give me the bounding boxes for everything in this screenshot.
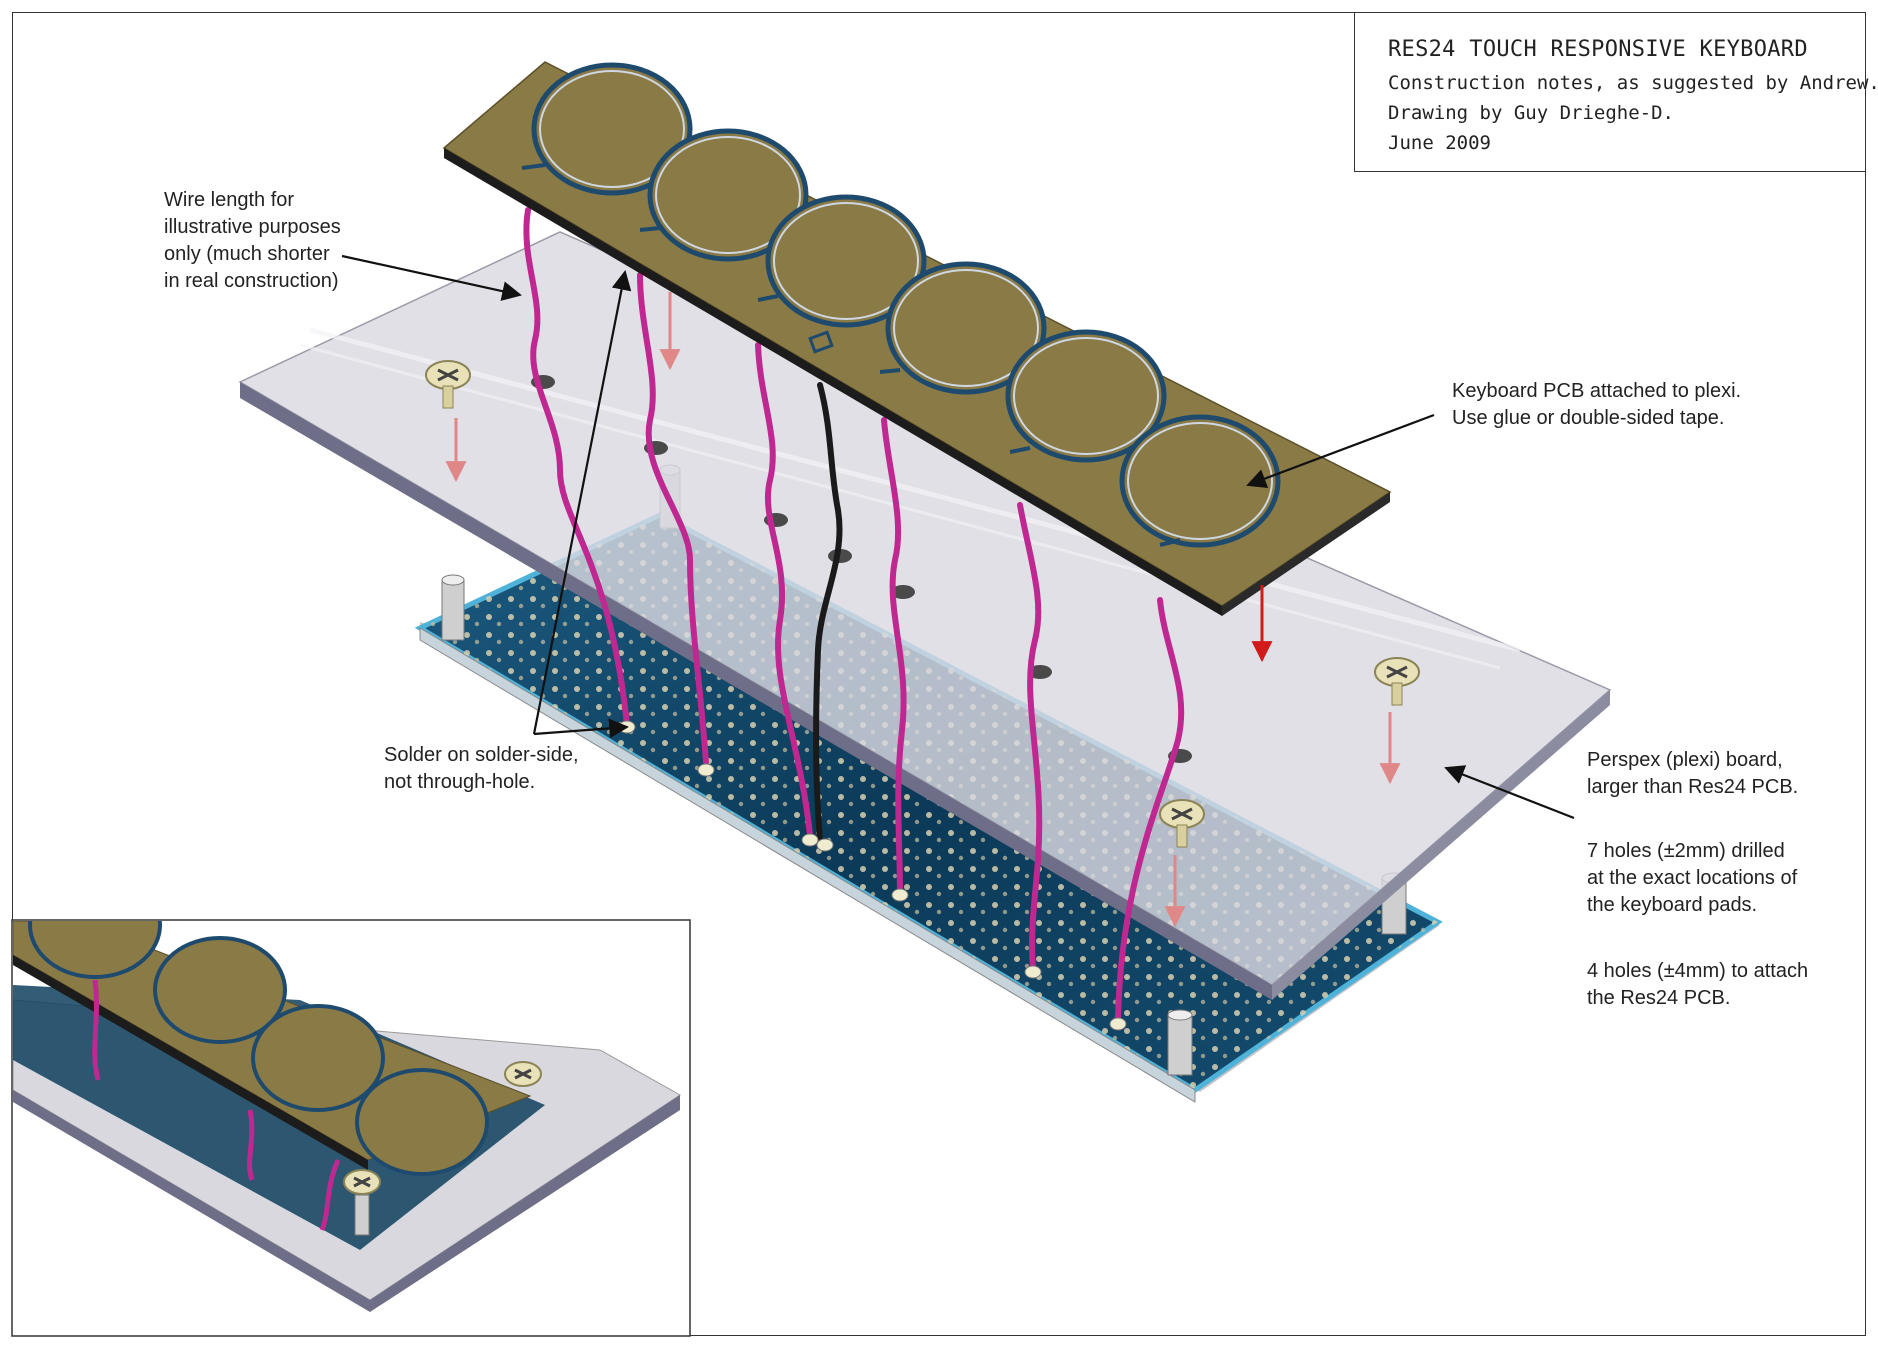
note-keyboard-pcb: Keyboard PCB attached to plexi. Use glue… <box>1452 380 1742 429</box>
drawing-title: RES24 TOUCH RESPONSIVE KEYBOARD <box>1388 37 1808 62</box>
assembly-arrows <box>445 292 1401 928</box>
note-solder: Solder on solder-side, not through-hole. <box>384 744 579 793</box>
callout-leaders <box>341 254 1575 820</box>
perspex-board <box>238 231 1612 1000</box>
note-holes-small: 7 holes (±2mm) drilled at the exact loca… <box>1587 840 1798 916</box>
pad-icon <box>521 62 1281 548</box>
screw-icon <box>425 360 1420 848</box>
drawing-author: Drawing by Guy Drieghe-D. <box>1388 102 1674 124</box>
drawing-subtitle: Construction notes, as suggested by Andr… <box>1388 72 1878 94</box>
note-perspex: Perspex (plexi) board, larger than Res24… <box>1587 749 1799 798</box>
drawing-frame <box>12 12 1866 1336</box>
title-block: RES24 TOUCH RESPONSIVE KEYBOARD Construc… <box>1354 12 1878 172</box>
wires <box>523 207 1185 1025</box>
inset-detail <box>11 919 691 1337</box>
drawing-date: June 2009 <box>1388 132 1491 154</box>
note-holes-large: 4 holes (±4mm) to attach the Res24 PCB. <box>1587 960 1809 1009</box>
note-wire-length: Wire length for illustrative purposes on… <box>164 189 341 292</box>
